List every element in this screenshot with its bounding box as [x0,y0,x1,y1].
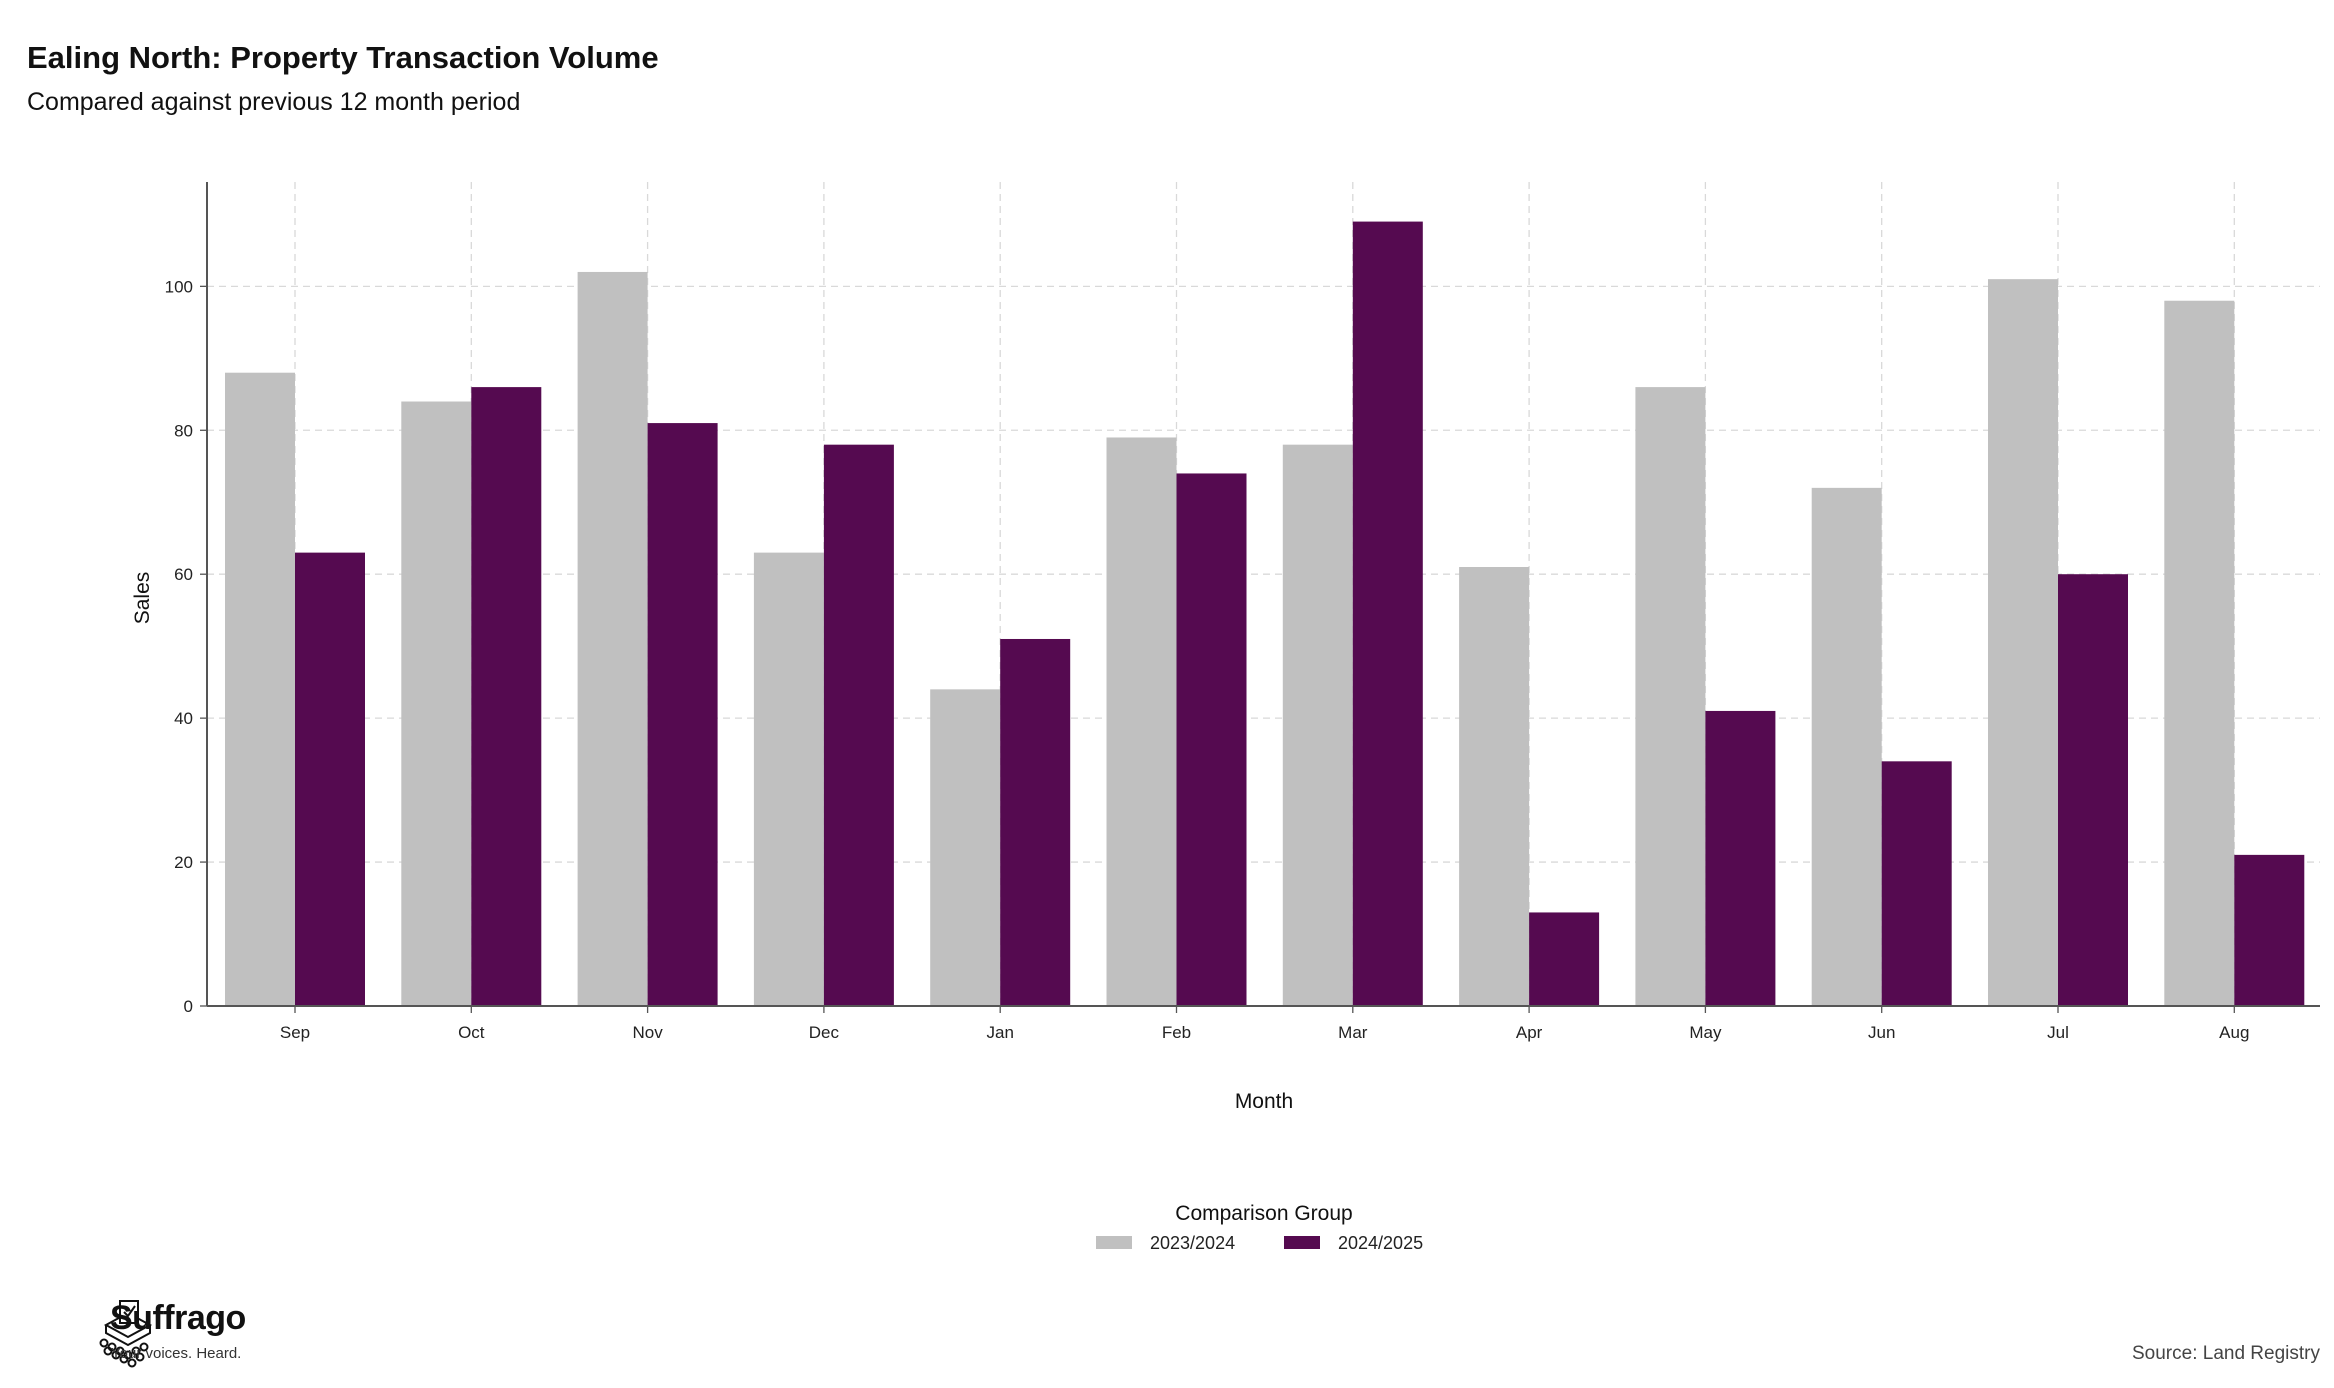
bar-aug-2024-2025 [2234,854,2305,1006]
legend-swatch-2023-2024 [1096,1236,1132,1249]
bar-may-2024-2025 [1705,710,1776,1006]
axes: 0 20 40 60 80 100 Sep Oct Nov Dec Jan Feb Mar Apr May J… [165,182,2320,1042]
x-tick-label-sep: Sep [280,1023,310,1042]
bar-aug-2023-2024 [2164,300,2235,1006]
x-tick-label-apr: Apr [1516,1023,1543,1042]
y-tick-label-0: 0 [184,997,193,1016]
bar-jan-2023-2024 [930,689,1001,1006]
bar-jan-2024-2025 [1000,638,1071,1006]
y-tick-label-60: 60 [174,565,193,584]
x-tick-label-jul: Jul [2047,1023,2069,1042]
x-tick-label-aug: Aug [2219,1023,2249,1042]
legend-title: Comparison Group [1175,1202,1352,1225]
y-axis-title: Sales [131,572,154,625]
x-tick-label-may: May [1689,1023,1722,1042]
bar-dec-2024-2025 [823,444,894,1006]
bar-sep-2023-2024 [225,372,295,1007]
bar-jun-2023-2024 [1811,487,1882,1006]
legend-label-2023-2024: 2023/2024 [1150,1233,1235,1253]
x-tick-label-jan: Jan [986,1023,1013,1042]
x-tick-label-oct: Oct [458,1023,485,1042]
bar-feb-2023-2024 [1106,437,1177,1007]
x-tick-label-mar: Mar [1338,1023,1368,1042]
bar-apr-2023-2024 [1459,567,1530,1006]
legend-label-2024-2025: 2024/2025 [1338,1233,1423,1253]
bar-nov-2023-2024 [577,271,648,1007]
y-tick-label-80: 80 [174,421,193,440]
bar-chart: 0 20 40 60 80 100 Sep Oct Nov Dec Jan Feb Mar Apr May J… [131,182,2320,1253]
bar-apr-2024-2025 [1529,912,1600,1006]
bar-mar-2024-2025 [1352,221,1423,1006]
brand-tagline: Your voices. Heard. [111,1345,242,1362]
bar-jul-2023-2024 [1988,279,2058,1006]
source-note: Source: Land Registry [2132,1343,2320,1364]
y-tick-label-40: 40 [174,709,193,728]
legend-swatch-2024-2025 [1284,1236,1320,1249]
bar-jun-2024-2025 [1881,761,1952,1006]
x-tick-label-dec: Dec [809,1023,840,1042]
bar-nov-2024-2025 [647,423,718,1006]
bar-sep-2024-2025 [295,552,365,1006]
legend: Comparison Group 2023/2024 2024/2025 [1096,1202,1423,1253]
bar-may-2023-2024 [1635,387,1706,1006]
bar-oct-2024-2025 [471,387,542,1006]
chart-title: Ealing North: Property Transaction Volum… [27,40,659,75]
x-tick-label-nov: Nov [632,1023,663,1042]
bar-oct-2023-2024 [401,401,472,1007]
brand-name: Suffrago [110,1299,246,1337]
chart-subtitle: Compared against previous 12 month perio… [27,88,521,116]
x-tick-label-jun: Jun [1868,1023,1895,1042]
bars [225,221,2305,1007]
bar-dec-2023-2024 [753,552,824,1006]
bar-mar-2023-2024 [1282,444,1353,1006]
bar-jul-2024-2025 [2058,574,2128,1006]
x-axis-title: Month [1235,1090,1293,1113]
suffrago-logo-icon [99,1300,153,1368]
bar-feb-2024-2025 [1176,473,1247,1007]
y-tick-label-20: 20 [174,853,193,872]
y-tick-label-100: 100 [165,277,193,296]
x-tick-label-feb: Feb [1162,1023,1191,1042]
